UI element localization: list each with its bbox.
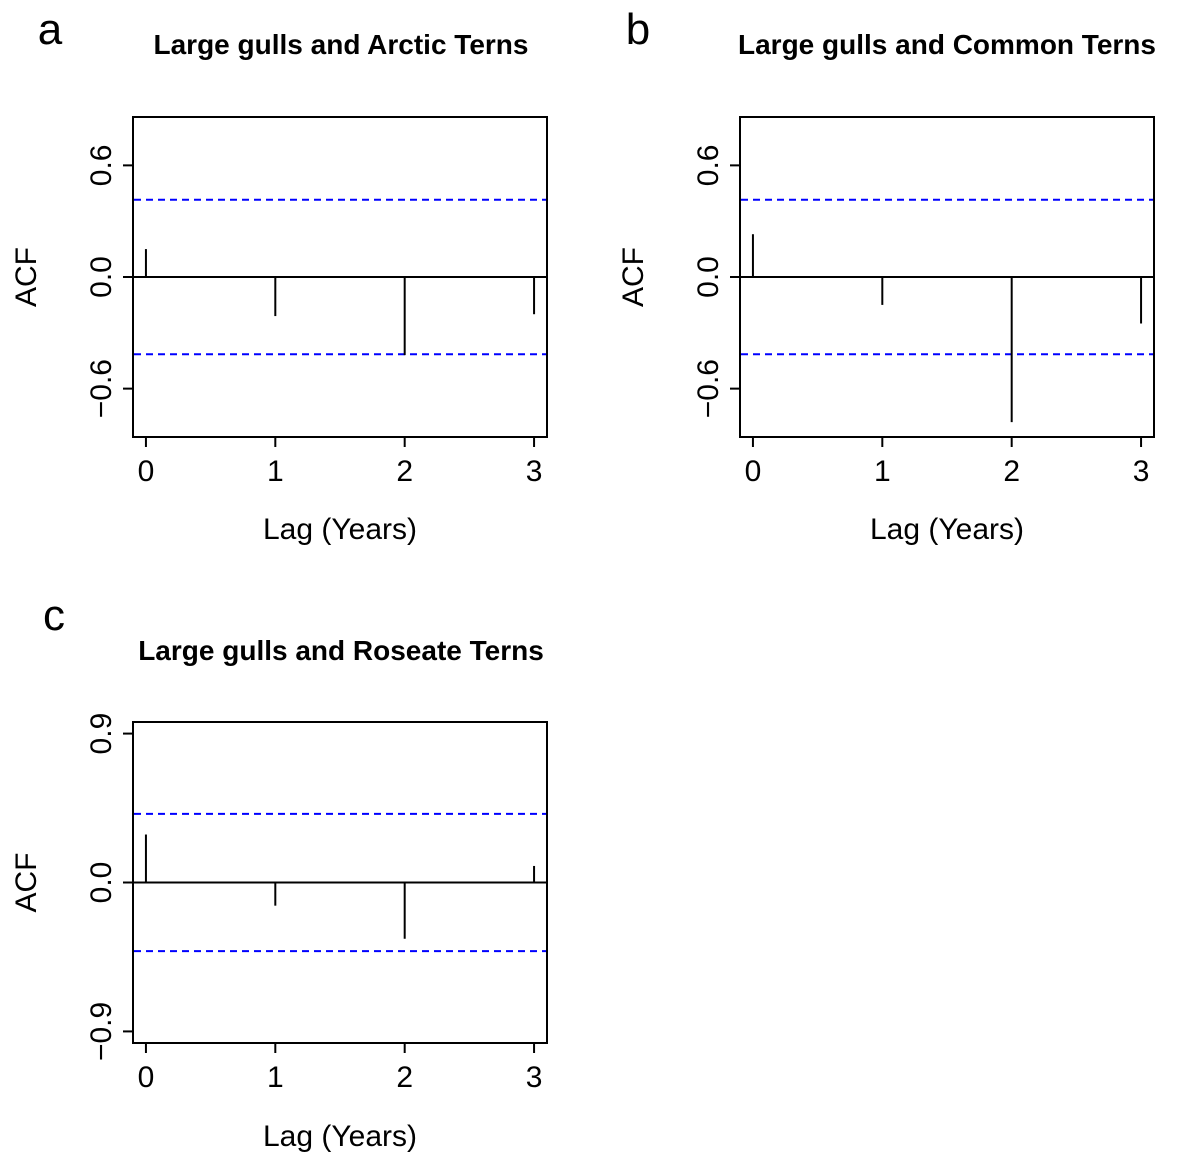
x-tick-label: 3: [526, 1061, 543, 1094]
x-axis-label: Lag (Years): [263, 1120, 417, 1153]
acf-chart-b-svg: b Large gulls and Common Terns 0 1 2 3 Lag (Ye…: [617, 5, 1156, 546]
panel-letter: c: [43, 591, 65, 640]
acf-chart-b: b Large gulls and Common Terns 0 1 2 3 Lag (Ye…: [600, 0, 1183, 570]
y-tick-label: −0.9: [85, 1002, 118, 1061]
x-tick-label: 0: [138, 455, 155, 488]
chart-title: Large gulls and Arctic Terns: [154, 29, 529, 60]
x-axis-label: Lag (Years): [263, 513, 417, 546]
chart-title: Large gulls and Common Terns: [738, 29, 1156, 60]
y-tick-label: 0.0: [85, 256, 118, 298]
y-tick-label: 0.0: [85, 862, 118, 904]
x-tick-label: 2: [396, 455, 413, 488]
acf-chart-a: a Large gulls and Arctic Terns 0 1 2 3 Lag (Ye…: [0, 0, 600, 570]
panel-letter: a: [38, 5, 63, 54]
y-axis-label: ACF: [10, 247, 43, 307]
x-tick-label: 0: [138, 1061, 155, 1094]
x-tick-label: 1: [267, 455, 284, 488]
x-tick-label: 3: [526, 455, 543, 488]
y-tick-label: 0.6: [85, 145, 118, 187]
chart-title: Large gulls and Roseate Terns: [138, 635, 544, 666]
x-tick-label: 3: [1133, 455, 1150, 488]
acf-chart-c: c Large gulls and Roseate Terns 0 1 2 3 Lag (Y…: [0, 578, 600, 1154]
y-tick-label: 0.9: [85, 713, 118, 755]
x-tick-label: 0: [745, 455, 762, 488]
x-axis-label: Lag (Years): [870, 513, 1024, 546]
x-tick-label: 1: [874, 455, 891, 488]
y-tick-label: 0.0: [692, 256, 725, 298]
x-tick-label: 1: [267, 1061, 284, 1094]
y-axis-label: ACF: [617, 247, 650, 307]
y-tick-label: −0.6: [85, 359, 118, 418]
acf-chart-c-svg: c Large gulls and Roseate Terns 0 1 2 3 Lag (Y…: [10, 591, 548, 1153]
y-axis-label: ACF: [10, 853, 43, 913]
acf-chart-a-svg: a Large gulls and Arctic Terns 0 1 2 3 Lag (Ye…: [10, 5, 548, 546]
y-tick-label: 0.6: [692, 145, 725, 187]
x-tick-label: 2: [396, 1061, 413, 1094]
y-tick-label: −0.6: [692, 359, 725, 418]
x-tick-label: 2: [1003, 455, 1020, 488]
panel-letter: b: [626, 5, 650, 54]
